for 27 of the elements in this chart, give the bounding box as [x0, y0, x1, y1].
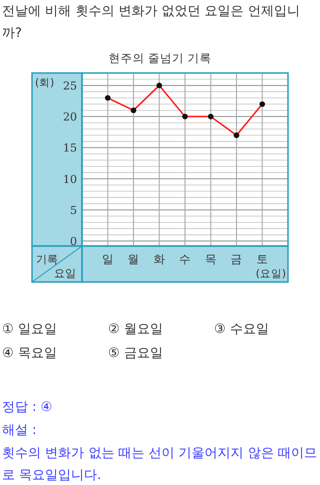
x-tick-label: 일 [102, 252, 114, 266]
text: 요일 [54, 267, 76, 280]
x-axis-title: (요일) [256, 268, 286, 280]
y-tick-label: 20 [63, 110, 77, 124]
text: 횟수의 변화가 없는 때는 선이 기울어지지 않은 때이므로 목요일입니다. [2, 445, 318, 485]
y-tick-label: 25 [63, 79, 77, 92]
x-tick-label: 월 [128, 252, 140, 266]
text: ⑤ 금요일 [108, 345, 164, 363]
x-tick-label: 화 [153, 252, 166, 266]
text: 정답 : ④ [2, 399, 54, 417]
text: ④ 목요일 [2, 345, 58, 363]
text: 해설 : [2, 422, 38, 440]
x-tick-label: 토 [256, 252, 268, 266]
text: 기록 [36, 253, 58, 266]
x-tick-label: 목 [204, 252, 217, 266]
y-tick-label: 5 [70, 204, 77, 217]
y-axis-title: (회) [35, 77, 54, 89]
text: ② 월요일 [108, 321, 164, 339]
text: 전날에 비해 횟수의 변화가 없었던 요일은 언제입니까? [2, 3, 301, 43]
y-tick-label: 10 [63, 172, 77, 186]
text: ③ 수요일 [214, 321, 270, 339]
x-tick-label: 금 [230, 252, 242, 266]
chart-title: 현주의 줄넘기 기록 [108, 51, 212, 65]
text: ① 일요일 [2, 321, 58, 339]
y-tick-label: 0 [70, 235, 77, 248]
y-tick-label: 15 [63, 142, 77, 155]
x-tick-label: 수 [179, 252, 191, 266]
